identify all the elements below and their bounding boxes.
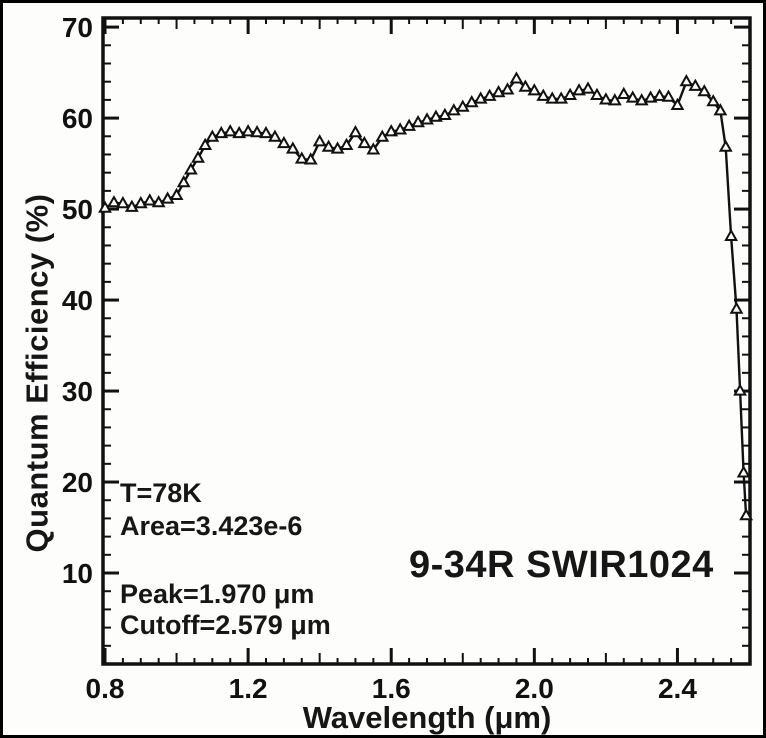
triangle-marker bbox=[151, 195, 166, 208]
triangle-marker bbox=[634, 93, 649, 106]
triangle-marker bbox=[402, 118, 417, 131]
triangle-marker bbox=[232, 125, 247, 139]
y-tick-label: 50 bbox=[62, 194, 93, 225]
y-axis-title: Quantum Efficiency (%) bbox=[19, 193, 55, 553]
x-tick-label: 1.6 bbox=[372, 673, 411, 704]
triangle-marker bbox=[384, 124, 399, 137]
triangle-marker bbox=[518, 79, 533, 92]
triangle-marker bbox=[133, 195, 148, 209]
triangle-marker bbox=[688, 78, 703, 91]
triangle-marker bbox=[491, 84, 506, 98]
triangle-marker bbox=[590, 87, 604, 100]
triangle-marker bbox=[527, 83, 542, 96]
x-tick-label: 2.0 bbox=[515, 673, 554, 704]
triangle-marker bbox=[357, 135, 372, 149]
triangle-marker bbox=[729, 301, 744, 314]
triangle-marker bbox=[607, 93, 622, 106]
triangle-marker bbox=[205, 129, 220, 142]
y-tick-label: 70 bbox=[62, 12, 93, 43]
triangle-marker bbox=[554, 91, 569, 104]
x-tick-label: 0.8 bbox=[86, 673, 125, 704]
triangle-marker bbox=[183, 162, 198, 175]
triangle-marker bbox=[437, 107, 452, 120]
y-tick-label: 40 bbox=[62, 285, 93, 316]
triangle-marker bbox=[670, 97, 685, 110]
triangle-marker bbox=[455, 99, 470, 112]
triangle-marker bbox=[115, 195, 130, 209]
triangle-marker bbox=[739, 508, 754, 521]
triangle-marker bbox=[706, 94, 721, 107]
triangle-marker bbox=[625, 90, 640, 103]
triangle-marker bbox=[303, 152, 318, 165]
triangle-marker bbox=[572, 83, 586, 96]
triangle-marker bbox=[176, 175, 191, 188]
triangle-marker bbox=[330, 141, 345, 154]
triangle-marker bbox=[697, 84, 712, 97]
triangle-marker bbox=[581, 81, 595, 94]
triangle-marker bbox=[268, 129, 282, 142]
triangle-marker bbox=[214, 125, 229, 139]
triangle-marker bbox=[198, 137, 213, 150]
triangle-marker bbox=[294, 151, 309, 164]
triangle-marker bbox=[482, 88, 497, 101]
triangle-marker bbox=[107, 195, 121, 208]
triangle-marker bbox=[500, 82, 515, 95]
series-quantum-efficiency bbox=[98, 71, 754, 521]
y-tick-label: 20 bbox=[62, 467, 93, 498]
triangle-marker bbox=[321, 139, 336, 152]
triangle-marker bbox=[250, 125, 264, 138]
triangle-marker bbox=[169, 187, 184, 201]
triangle-marker bbox=[241, 124, 256, 137]
triangle-marker bbox=[366, 142, 381, 155]
triangle-marker bbox=[718, 139, 733, 152]
triangle-marker bbox=[713, 103, 728, 116]
triangle-marker bbox=[563, 87, 578, 100]
triangle-marker bbox=[509, 71, 524, 84]
triangle-marker bbox=[223, 124, 238, 137]
triangle-marker bbox=[259, 125, 273, 139]
triangle-marker bbox=[312, 134, 327, 147]
x-axis-title: Wavelength (μm) bbox=[302, 700, 552, 735]
x-tick-label: 2.4 bbox=[658, 673, 697, 704]
triangle-marker bbox=[736, 465, 751, 478]
detector-title: 9-34R SWIR1024 bbox=[409, 544, 714, 586]
annotation-area: Area=3.423e-6 bbox=[120, 511, 303, 541]
y-tick-label: 60 bbox=[62, 103, 93, 134]
y-tick-label: 10 bbox=[62, 558, 93, 589]
triangle-marker bbox=[643, 90, 658, 103]
annotation-temperature: T=78K bbox=[120, 478, 202, 508]
triangle-marker bbox=[616, 86, 631, 100]
triangle-marker bbox=[160, 191, 175, 204]
triangle-marker bbox=[124, 199, 139, 212]
y-tick-label: 30 bbox=[62, 376, 93, 407]
triangle-marker bbox=[339, 137, 354, 150]
annotation-peak: Peak=1.970 μm bbox=[120, 579, 315, 609]
triangle-marker bbox=[446, 103, 461, 116]
triangle-marker bbox=[464, 94, 479, 108]
triangle-marker bbox=[536, 88, 551, 101]
triangle-marker bbox=[724, 228, 739, 241]
triangle-marker bbox=[661, 89, 676, 102]
triangle-marker bbox=[733, 383, 747, 396]
triangle-marker bbox=[348, 125, 363, 138]
x-tick-label: 1.2 bbox=[229, 673, 268, 704]
triangle-marker bbox=[191, 150, 205, 163]
qe-plot-canvas: 10 20 30 40 50 60 70 0.8 1.2 1.6 2.0 2.4 bbox=[62, 12, 754, 704]
tick-labels: 10 20 30 40 50 60 70 0.8 1.2 1.6 2.0 2.4 bbox=[62, 12, 697, 704]
triangle-marker bbox=[598, 92, 613, 105]
triangle-marker bbox=[545, 91, 560, 104]
triangle-marker bbox=[652, 88, 667, 101]
triangle-marker bbox=[142, 193, 157, 206]
annotation-cutoff: Cutoff=2.579 μm bbox=[120, 610, 331, 640]
triangle-marker bbox=[473, 91, 488, 104]
triangle-marker bbox=[393, 122, 408, 135]
triangle-marker bbox=[420, 112, 434, 125]
triangle-marker bbox=[429, 109, 443, 122]
triangle-marker bbox=[679, 74, 694, 87]
triangle-marker bbox=[276, 135, 291, 149]
triangle-marker bbox=[285, 141, 300, 154]
triangle-marker bbox=[411, 115, 425, 128]
